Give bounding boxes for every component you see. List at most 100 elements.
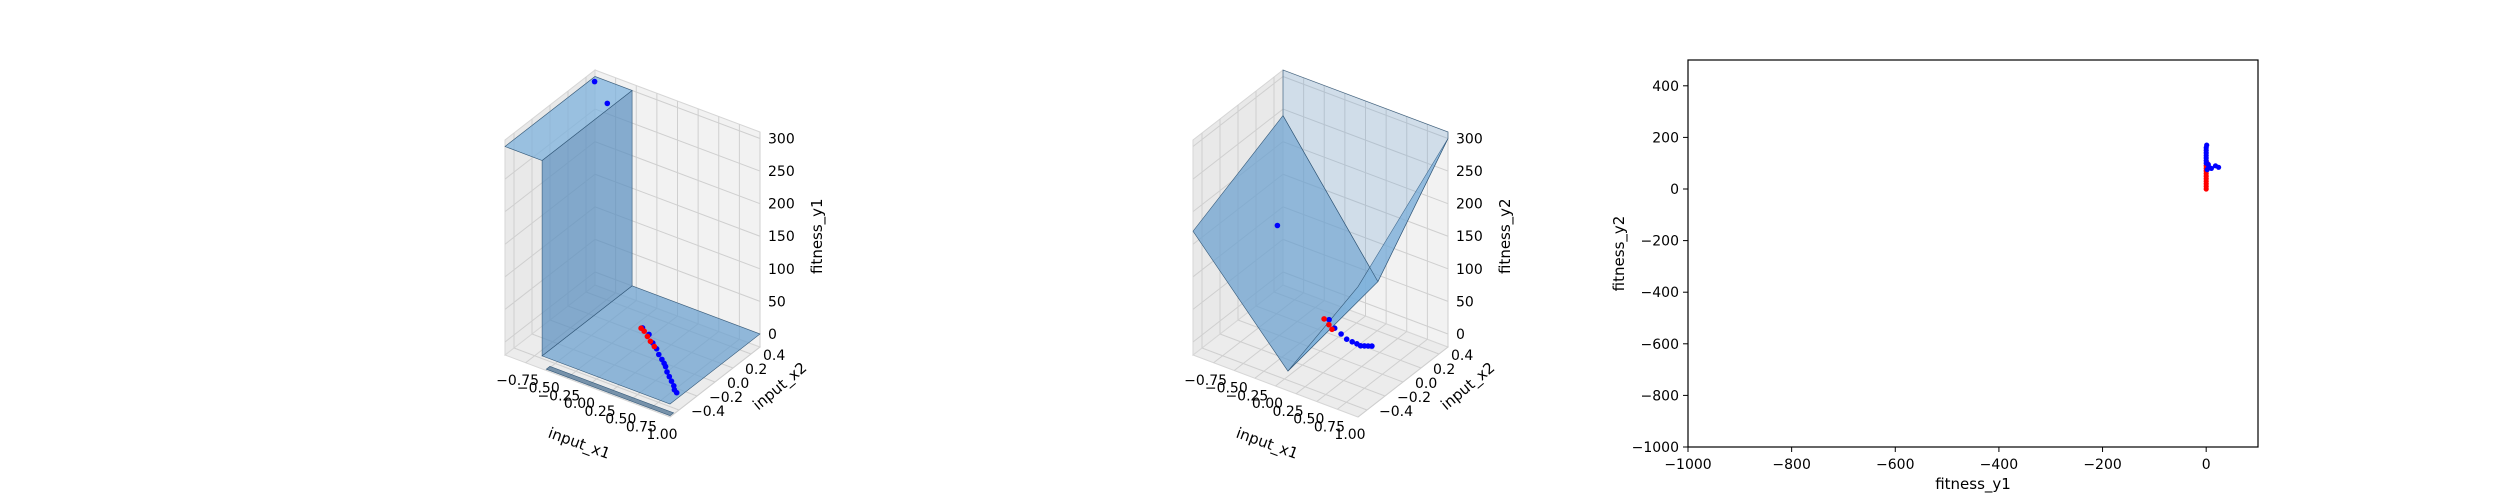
data-point — [651, 343, 658, 350]
z-tick-label: 0 — [1456, 327, 1465, 343]
surface-edge — [545, 366, 675, 417]
x-tick-label: 1.00 — [1334, 427, 1365, 443]
y-tick-label: 0.4 — [763, 348, 785, 364]
grid-line — [1219, 333, 1386, 397]
x-tick-label: −0.50 — [1205, 381, 1248, 397]
data-point — [664, 369, 670, 375]
x-tick-label: 0.25 — [1273, 404, 1304, 420]
x-tick-label: −0.25 — [537, 388, 580, 404]
data-point — [641, 328, 647, 335]
y-tick-label: −0.2 — [709, 390, 743, 406]
data-point — [1343, 336, 1350, 343]
x-tick-label: −1000 — [1664, 457, 1711, 473]
data-point — [666, 373, 673, 380]
z-tick-label: 200 — [768, 197, 795, 213]
z-tick-label: 250 — [1456, 164, 1483, 180]
data-point — [1321, 316, 1327, 322]
y-tick-label: −1000 — [1632, 440, 1679, 456]
x-tick-label: 0 — [2202, 457, 2211, 473]
grid-line — [1282, 76, 1449, 139]
z-tick-label: 100 — [768, 262, 795, 278]
z-axis-label: fitness_y1 — [808, 198, 827, 274]
data-point — [591, 78, 598, 85]
x-tick-label: −0.25 — [1225, 388, 1268, 404]
y-tick-label: 400 — [1652, 79, 1679, 95]
y-tick-label: 0.0 — [1415, 376, 1437, 392]
data-point — [2204, 167, 2210, 173]
z-tick-label: 0 — [768, 327, 777, 343]
z-tick-label: 300 — [768, 132, 795, 148]
data-point — [662, 363, 669, 370]
y-tick-label: −0.4 — [691, 404, 725, 420]
data-point — [2204, 142, 2210, 148]
x-tick-label: 0.25 — [585, 404, 616, 420]
x-tick-label: 0.75 — [1314, 419, 1345, 435]
axes-frame — [1687, 59, 2259, 448]
data-point — [604, 100, 611, 107]
x-tick-label: 0.50 — [605, 412, 636, 428]
grid-line — [1192, 76, 1284, 147]
y-tick-label: 0 — [1670, 182, 1679, 198]
x-tick-label: −0.50 — [517, 381, 560, 397]
x-tick-label: 0.00 — [564, 396, 595, 412]
x-tick-label: −0.75 — [496, 373, 539, 389]
y-tick-label: −0.2 — [1397, 390, 1431, 406]
data-point — [644, 333, 651, 340]
data-point — [647, 338, 654, 345]
x-tick-label: 0.00 — [1252, 396, 1283, 412]
z-tick-label: 300 — [1456, 132, 1483, 148]
data-point — [1274, 222, 1281, 229]
z-tick-label: 100 — [1456, 262, 1483, 278]
grid-line — [1282, 108, 1449, 172]
data-point — [2205, 161, 2211, 168]
data-point — [656, 351, 662, 358]
x-tick-label: −0.75 — [1184, 373, 1227, 389]
z-tick-label: 150 — [768, 229, 795, 245]
x-tick-label: −200 — [2083, 457, 2121, 473]
z-tick-label: 50 — [1456, 294, 1474, 310]
points-group — [2203, 142, 2222, 192]
z-tick-label: 200 — [1456, 197, 1483, 213]
x-tick-label: −400 — [1980, 457, 2018, 473]
z-axis-label: fitness_y2 — [1496, 198, 1515, 274]
x-ticks: −1000 −800 −600 −400 −200 0 — [1664, 447, 2211, 473]
x-axis-label: fitness_y1 — [1935, 475, 2011, 494]
data-point — [1329, 326, 1335, 333]
grid-line — [1192, 108, 1284, 180]
data-point — [1326, 316, 1332, 323]
data-point — [668, 378, 675, 385]
surface-back-edge — [1282, 69, 1449, 283]
panel-2d-pareto: −1000 −800 −600 −400 −200 0 −1000 −800 −600 −400… — [1610, 59, 2259, 494]
y-tick-label: −800 — [1641, 388, 1679, 404]
x-tick-label: −600 — [1876, 457, 1914, 473]
z-tick-label: 50 — [768, 294, 786, 310]
data-point — [1326, 321, 1332, 328]
grid-line — [1201, 347, 1368, 411]
data-point — [1349, 339, 1355, 345]
data-point — [2208, 165, 2214, 171]
data-point — [1338, 331, 1344, 337]
y-tick-label: 0.4 — [1451, 348, 1473, 364]
y-ticks: −1000 −800 −600 −400 −200 0 200 400 — [1632, 79, 1688, 456]
y-tick-label: −600 — [1641, 337, 1679, 353]
x-tick-label: −800 — [1772, 457, 1810, 473]
z-tick-label: 250 — [768, 164, 795, 180]
y-tick-label: 0.2 — [1433, 362, 1455, 378]
data-point — [673, 389, 680, 396]
y-tick-label: −400 — [1641, 285, 1679, 301]
z-tick-label: 150 — [1456, 229, 1483, 245]
x-tick-label: 0.75 — [626, 419, 657, 435]
y-tick-label: −0.4 — [1379, 404, 1413, 420]
y-tick-label: 0.2 — [745, 362, 767, 378]
y-tick-label: −200 — [1641, 234, 1679, 250]
y-axis-label: fitness_y2 — [1610, 216, 1629, 292]
y-tick-label: 0.0 — [727, 376, 749, 392]
grid-line — [513, 347, 680, 411]
data-point — [2216, 164, 2222, 170]
surface-top — [504, 76, 633, 161]
x-tick-label: 1.00 — [646, 427, 677, 443]
y-tick-label: 200 — [1652, 130, 1679, 146]
data-point — [1369, 343, 1375, 349]
x-tick-label: 0.50 — [1293, 412, 1324, 428]
